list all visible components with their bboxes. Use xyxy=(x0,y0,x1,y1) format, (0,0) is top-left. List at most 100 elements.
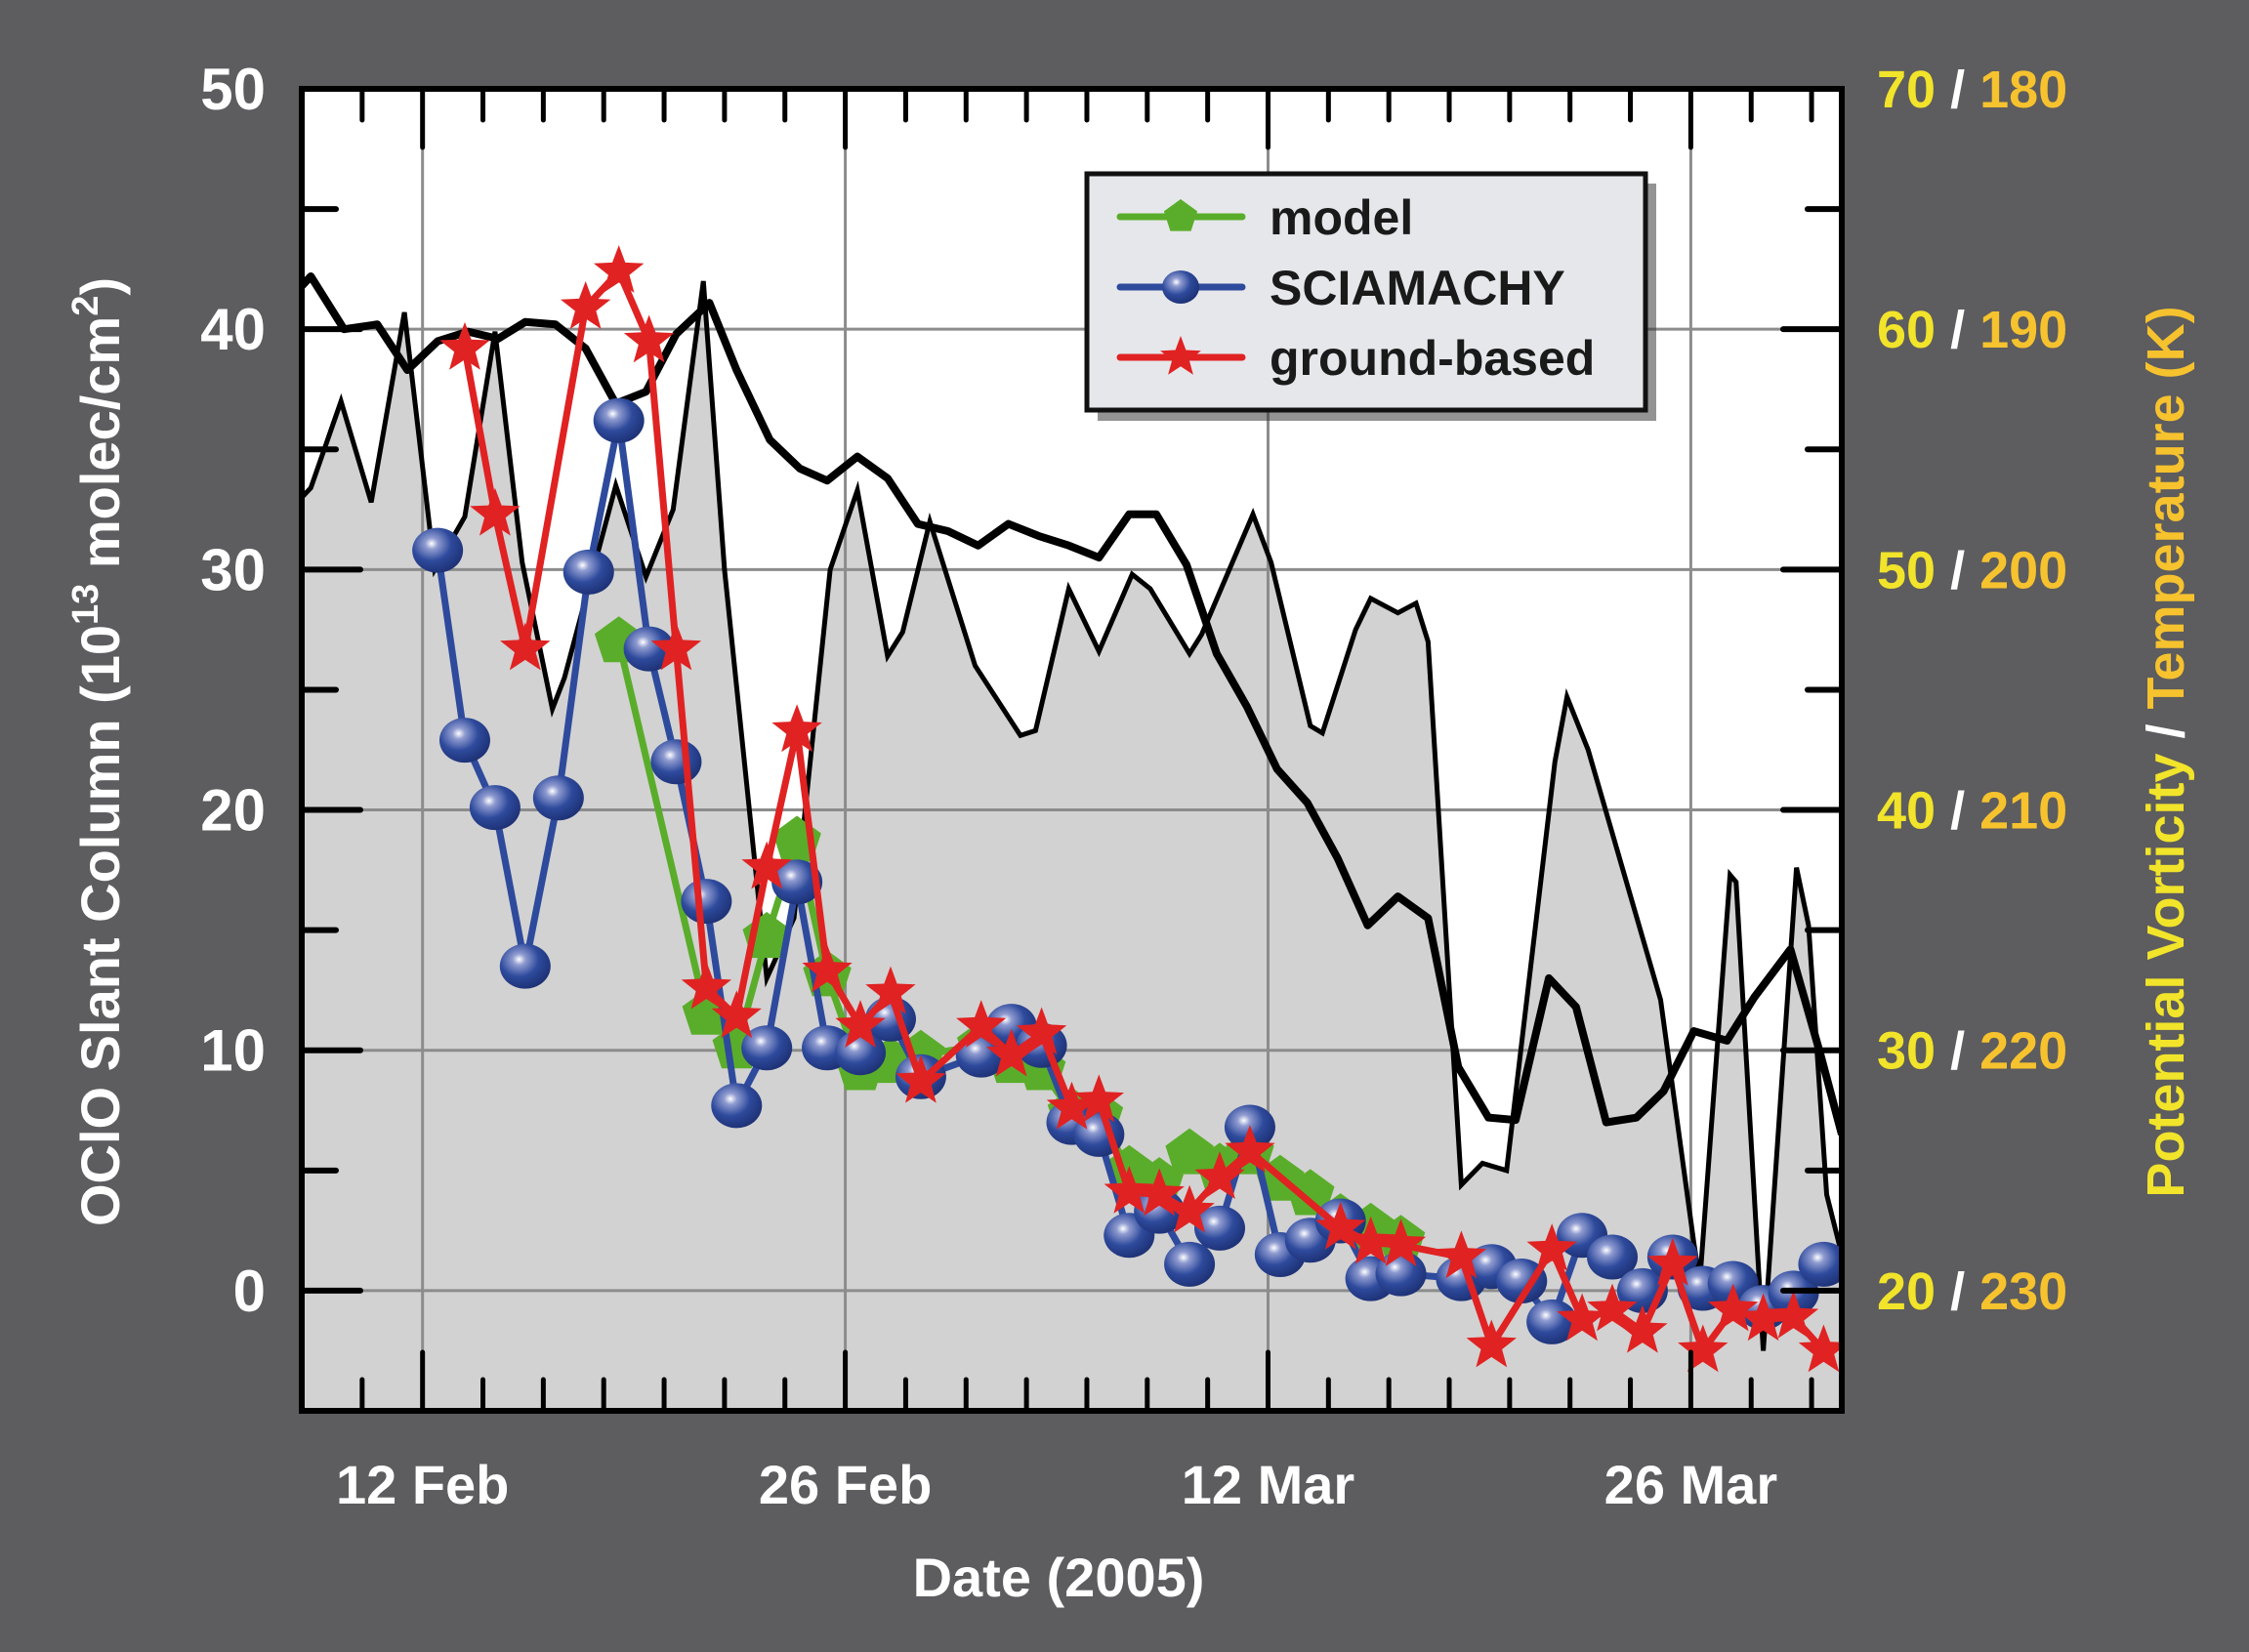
series-layer xyxy=(412,245,1842,1373)
ground-based-point xyxy=(1526,1223,1577,1271)
ground-based-point xyxy=(1617,1304,1668,1353)
legend-ground-based-label: ground-based xyxy=(1270,331,1595,386)
ground-based-point xyxy=(1436,1230,1487,1279)
ground-based-point xyxy=(1046,1081,1098,1130)
sciamachy-point xyxy=(499,943,551,989)
ground-based-point xyxy=(1073,1074,1124,1123)
ground-based-point xyxy=(561,281,611,329)
ground-based-point xyxy=(1798,1324,1842,1373)
ground-based-point xyxy=(986,1028,1037,1077)
y2-axis-title-sep: / xyxy=(2137,709,2195,753)
x-axis-title: Date (2005) xyxy=(913,1547,1205,1608)
y2-tick-sep: / xyxy=(1936,301,1979,359)
x-tick-label: 26 Mar xyxy=(1604,1454,1777,1515)
y2-tick-pv: 70 xyxy=(1877,61,1936,119)
x-tick-label: 12 Feb xyxy=(336,1454,509,1515)
ground-based-point xyxy=(835,1000,886,1048)
ground-based-point xyxy=(681,961,731,1010)
y2-tick-pv: 50 xyxy=(1877,541,1936,599)
y2-tick-temp: 220 xyxy=(1979,1022,2067,1081)
ground-based-point xyxy=(1375,1218,1427,1266)
sciamachy-point xyxy=(771,859,823,905)
pv-line xyxy=(302,280,1842,1351)
y2-tick-label: 30 / 220 xyxy=(1877,1022,2067,1081)
x-tick-labels: 12 Feb 26 Feb 12 Mar 26 Mar xyxy=(336,1454,1777,1515)
sciamachy-point xyxy=(412,527,464,573)
sciamachy-point xyxy=(650,739,702,785)
ground-based-point xyxy=(594,245,645,293)
y2-tick-pv: 30 xyxy=(1877,1022,1936,1081)
ground-based-point xyxy=(623,314,675,363)
legend-model-marker xyxy=(1163,199,1198,231)
sciamachy-point xyxy=(438,718,490,764)
legend-sciamachy-label: SCIAMACHY xyxy=(1270,261,1565,315)
ground-based-point xyxy=(470,487,521,536)
sciamachy-point xyxy=(1526,1299,1578,1344)
y-tick-label: 10 xyxy=(200,1018,266,1084)
y-axis-title: OClO Slant Column (1013 molec/cm2) xyxy=(65,277,131,1226)
ground-based-point xyxy=(500,622,551,671)
sciamachy-point xyxy=(1586,1234,1638,1280)
x-tick-label: 26 Feb xyxy=(759,1454,932,1515)
y2-tick-sep: / xyxy=(1936,1022,1979,1081)
ground-based-point xyxy=(1678,1324,1728,1373)
ground-based-point xyxy=(802,944,853,993)
y2-tick-label: 20 / 230 xyxy=(1877,1262,2067,1321)
ground-based-point xyxy=(1557,1293,1607,1342)
legend-model-label: model xyxy=(1270,190,1413,245)
y2-tick-pv: 40 xyxy=(1877,782,1936,841)
ground-based-point xyxy=(711,990,762,1039)
y-axis-title-unit: molec/cm xyxy=(69,316,131,584)
ground-based-point xyxy=(1466,1319,1517,1368)
plot-frame xyxy=(299,86,1845,1414)
sciamachy-point xyxy=(623,626,675,672)
ground-based-point xyxy=(650,622,702,671)
y2-tick-label: 70 / 180 xyxy=(1877,61,2067,119)
model-point xyxy=(1286,1169,1335,1216)
sciamachy-point xyxy=(593,397,645,443)
ground-based-point xyxy=(1345,1216,1396,1264)
sciamachy-point xyxy=(741,1025,793,1071)
ground-based-point xyxy=(439,321,490,370)
sciamachy-point xyxy=(1798,1241,1842,1287)
y2-tick-pv: 20 xyxy=(1877,1262,1936,1321)
ground-based-point xyxy=(1016,1007,1067,1055)
y-tick-label: 50 xyxy=(200,57,266,122)
y2-tick-label: 50 / 200 xyxy=(1877,541,2067,599)
x-tick-label: 12 Mar xyxy=(1182,1454,1354,1515)
y2-tick-sep: / xyxy=(1936,61,1979,119)
ground-based-point xyxy=(1164,1184,1215,1233)
y2-axis-title-pv: Potential Vorticity xyxy=(2137,754,2195,1198)
line-layer xyxy=(302,272,1842,1351)
y-tick-labels: 50 40 30 20 10 0 xyxy=(200,57,266,1324)
y-axis-title-main: OClO Slant Column (10 xyxy=(69,625,131,1226)
y2-axis-title-temp: Temperature (K) xyxy=(2137,306,2195,709)
ground-based-point xyxy=(1647,1237,1698,1286)
tick-layer xyxy=(299,86,1845,1414)
y-axis-title-unit-exp: 2 xyxy=(65,296,106,316)
y2-tick-sep: / xyxy=(1936,541,1979,599)
y2-tick-label: 40 / 210 xyxy=(1877,782,2067,841)
ground-based-point xyxy=(1737,1293,1789,1342)
ground-based-point xyxy=(1315,1201,1366,1250)
y-axis-title-close: ) xyxy=(69,277,131,296)
y2-tick-pv: 60 xyxy=(1877,301,1936,359)
ground-based-point xyxy=(771,704,822,753)
ground-based-point xyxy=(1587,1283,1638,1332)
sciamachy-point xyxy=(681,879,732,925)
y-tick-label: 30 xyxy=(200,537,266,602)
legend: model SCIAMACHY ground-based xyxy=(1084,171,1656,421)
y2-tick-sep: / xyxy=(1936,1262,1979,1321)
ground-based-point xyxy=(865,966,916,1014)
ground-based-point xyxy=(741,841,792,889)
y2-axis-title: Potential Vorticity / Temperature (K) xyxy=(2137,306,2195,1197)
ground-based-point xyxy=(1768,1291,1819,1339)
y2-tick-sep: / xyxy=(1936,782,1979,841)
y2-tick-temp: 210 xyxy=(1979,782,2067,841)
ground-based-point xyxy=(1104,1166,1154,1214)
y2-tick-labels: 70 / 180 60 / 190 50 / 200 40 / 210 30 / 220… xyxy=(1877,61,2067,1321)
sciamachy-point xyxy=(562,549,614,595)
ground-based-line xyxy=(461,268,1827,1354)
y2-tick-temp: 180 xyxy=(1979,61,2067,119)
